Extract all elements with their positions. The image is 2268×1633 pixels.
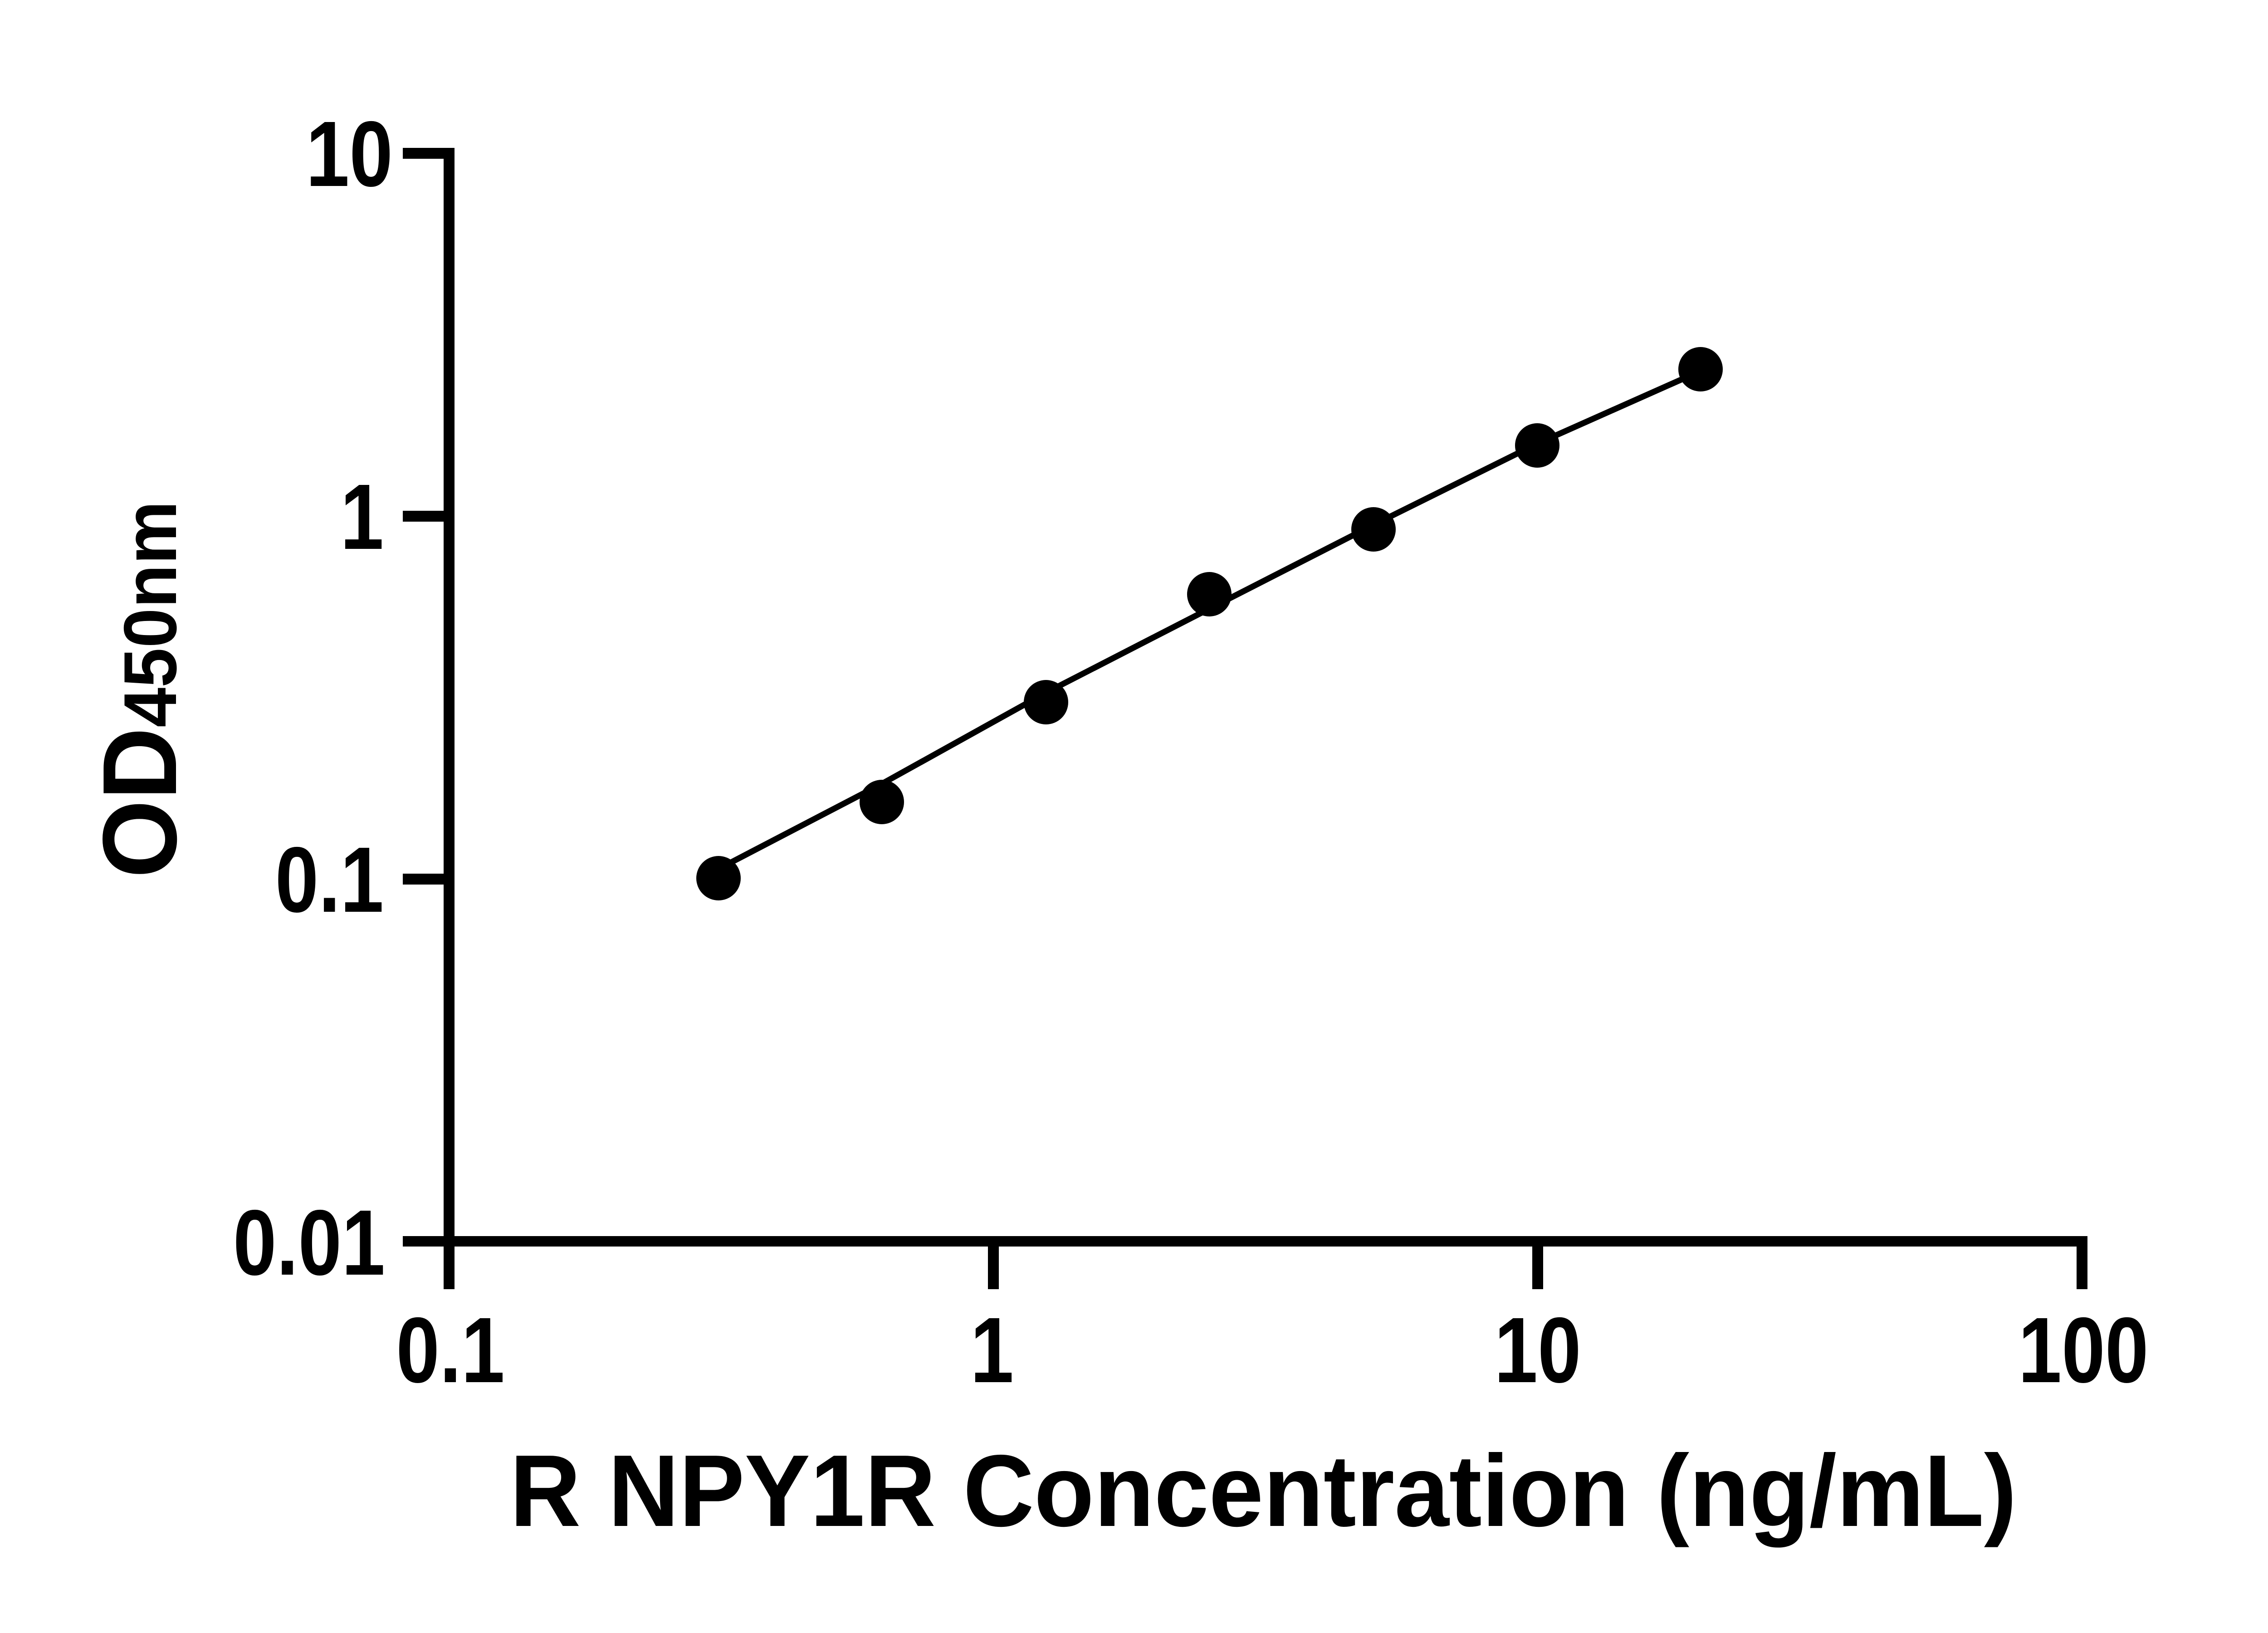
svg-text:0.1: 0.1: [275, 828, 384, 932]
svg-text:0.1: 0.1: [396, 1299, 504, 1402]
svg-text:R NPY1R Concentration (ng/mL): R NPY1R Concentration (ng/mL): [510, 1433, 2017, 1548]
svg-text:10: 10: [306, 103, 393, 206]
svg-text:0.01: 0.01: [233, 1191, 385, 1295]
svg-text:100: 100: [2018, 1299, 2148, 1402]
svg-text:1: 1: [970, 1299, 1014, 1402]
svg-text:1: 1: [340, 465, 384, 569]
svg-text:10: 10: [1494, 1299, 1581, 1402]
